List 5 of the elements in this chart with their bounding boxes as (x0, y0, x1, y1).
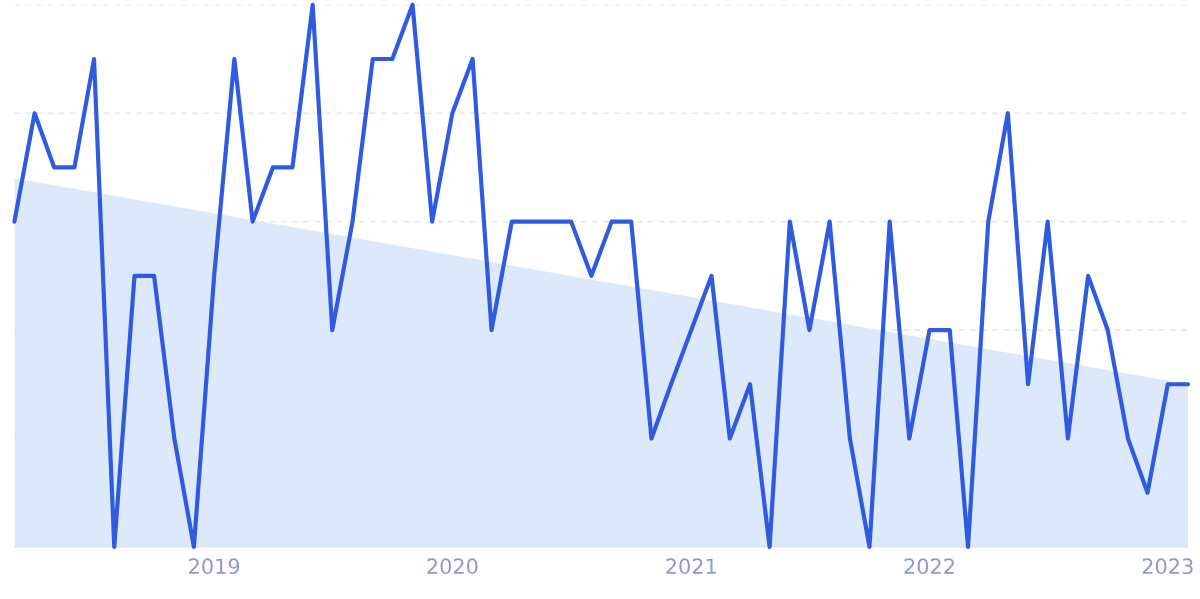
x-tick-label: 2020 (427, 558, 478, 575)
x-tick-label: 2021 (666, 558, 716, 575)
x-tick-label: 2023 (1142, 558, 1193, 575)
x-tick-label: 2022 (904, 558, 954, 575)
x-tick-label: 2019 (189, 558, 240, 575)
